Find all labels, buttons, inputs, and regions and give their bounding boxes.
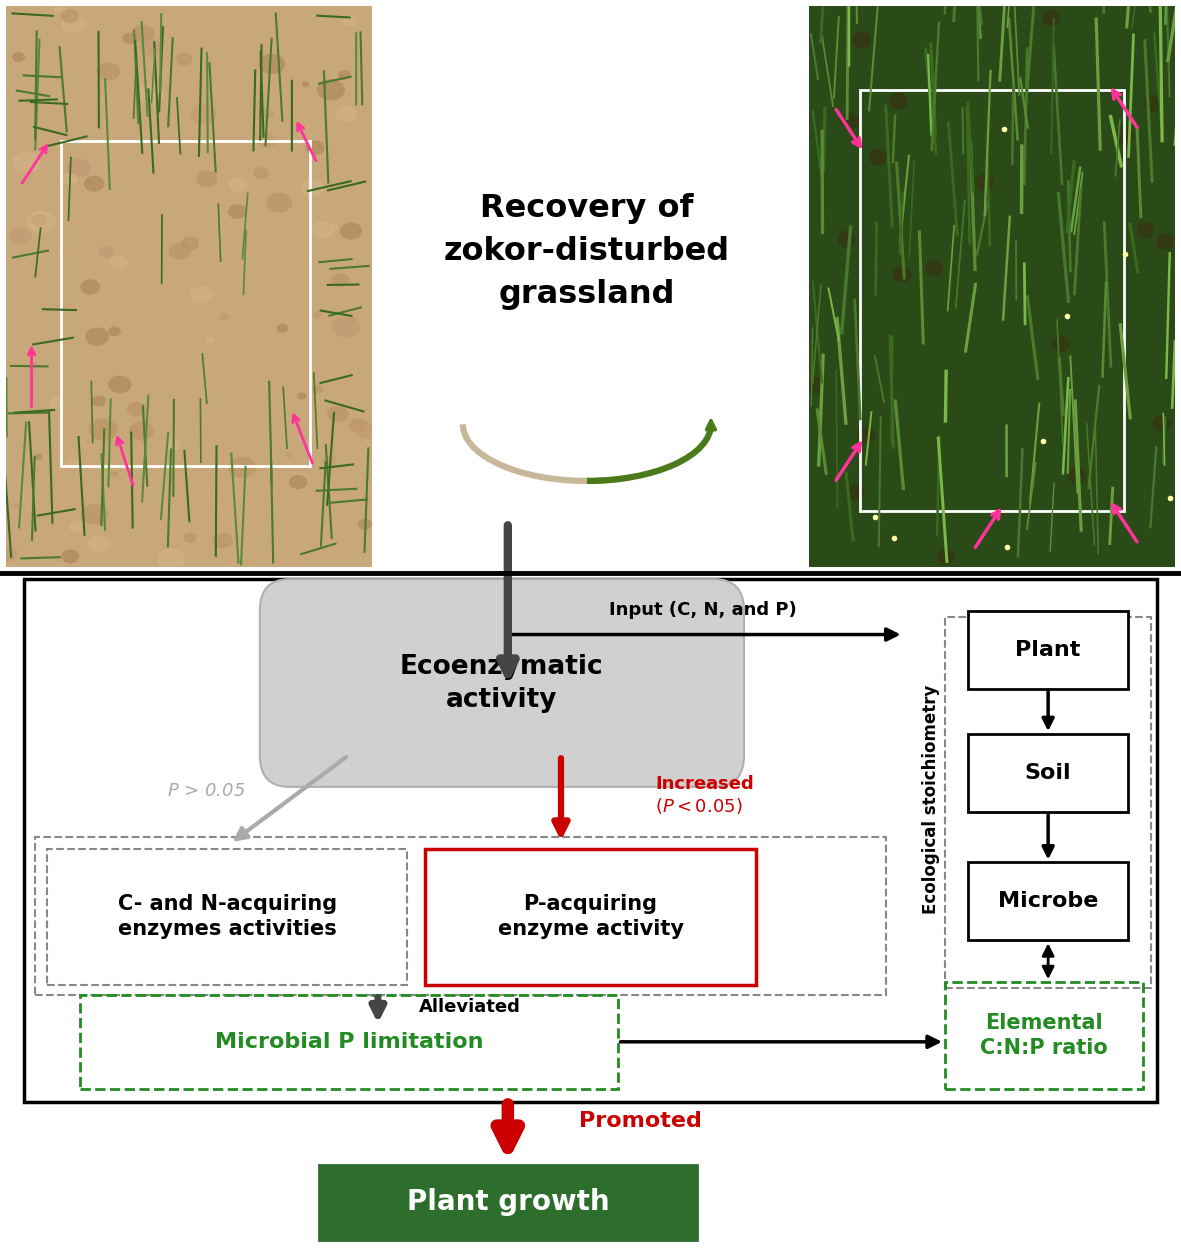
Text: Plant growth: Plant growth <box>406 1188 609 1216</box>
Text: C- and N-acquiring
enzymes activities: C- and N-acquiring enzymes activities <box>118 894 337 939</box>
Text: Ecoenzymatic
activity: Ecoenzymatic activity <box>400 653 603 713</box>
Bar <box>24 579 1157 1102</box>
FancyBboxPatch shape <box>260 579 744 787</box>
Text: Increased
$(P < 0.05)$: Increased $(P < 0.05)$ <box>655 776 755 816</box>
Text: P-acquiring
enzyme activity: P-acquiring enzyme activity <box>497 894 684 939</box>
Bar <box>968 611 1128 689</box>
Bar <box>319 1165 697 1240</box>
Bar <box>968 734 1128 812</box>
Bar <box>425 849 756 985</box>
Text: Alleviated: Alleviated <box>419 998 521 1016</box>
Bar <box>945 617 1151 988</box>
Text: Microbe: Microbe <box>998 891 1098 912</box>
Text: Soil: Soil <box>1025 763 1071 783</box>
Text: Promoted: Promoted <box>579 1110 702 1131</box>
Text: Plant: Plant <box>1016 640 1081 660</box>
Text: Recovery of
zokor-disturbed
grassland: Recovery of zokor-disturbed grassland <box>444 194 730 310</box>
Bar <box>968 862 1128 940</box>
Text: $P$ > 0.05: $P$ > 0.05 <box>168 782 246 799</box>
Bar <box>47 849 407 985</box>
Text: Microbial P limitation: Microbial P limitation <box>215 1032 483 1051</box>
Bar <box>35 837 886 995</box>
Bar <box>945 982 1143 1089</box>
Text: Input (C, N, and P): Input (C, N, and P) <box>609 602 796 619</box>
Text: Ecological stoichiometry: Ecological stoichiometry <box>921 685 940 914</box>
Bar <box>80 995 618 1089</box>
Text: Elemental
C:N:P ratio: Elemental C:N:P ratio <box>980 1013 1108 1058</box>
